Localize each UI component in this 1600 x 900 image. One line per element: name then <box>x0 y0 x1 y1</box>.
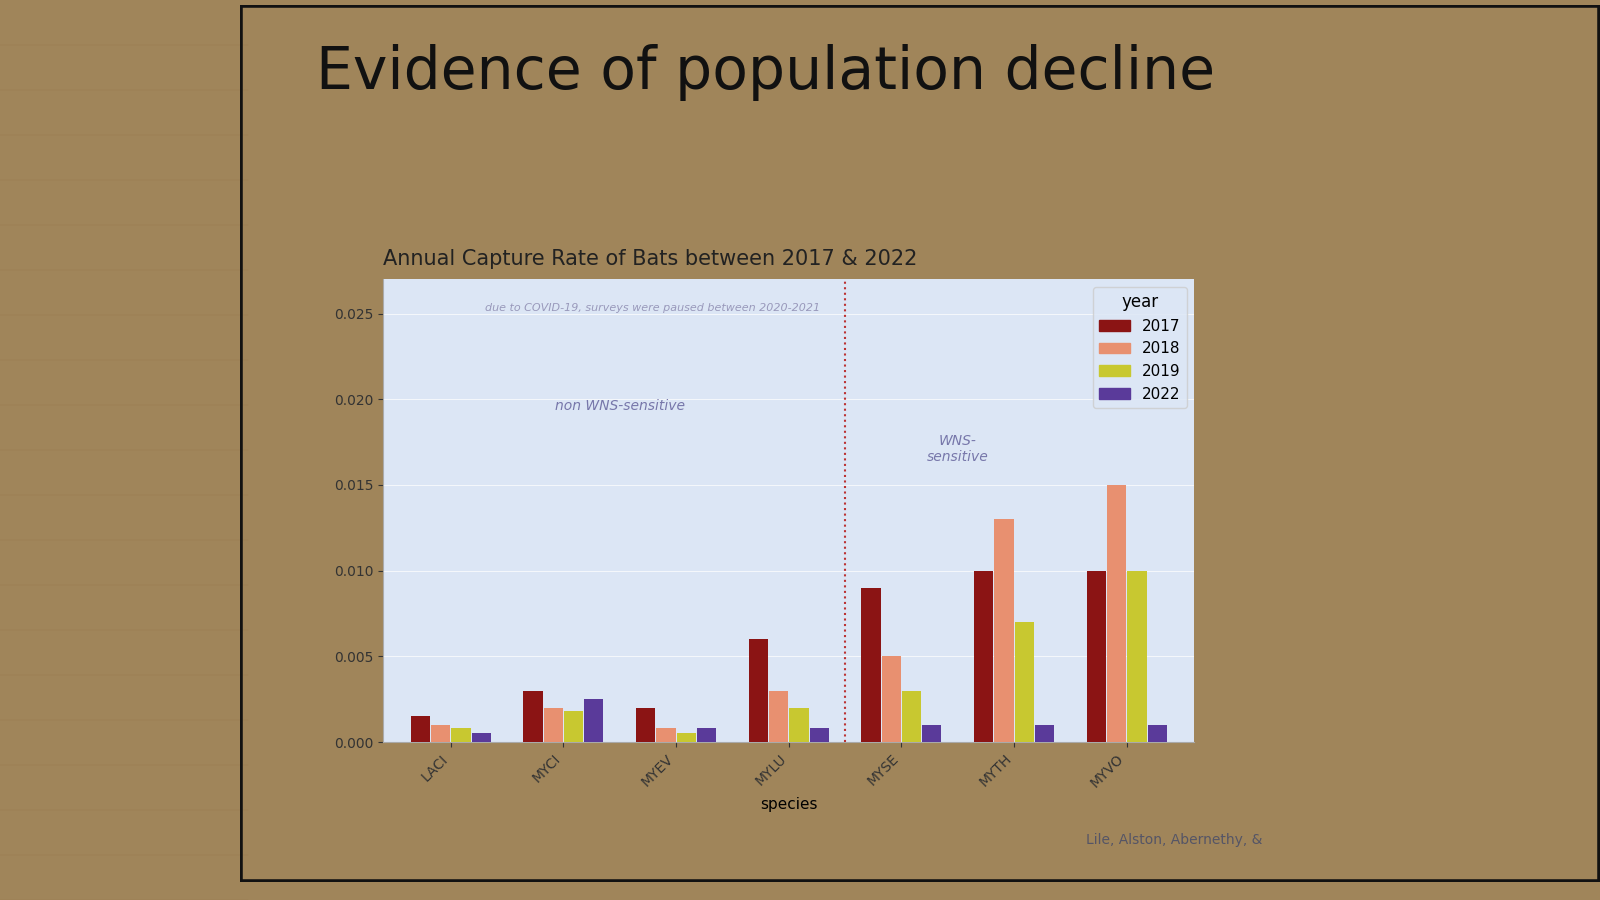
Legend: 2017, 2018, 2019, 2022: 2017, 2018, 2019, 2022 <box>1093 287 1187 408</box>
Text: WNS-
sensitive: WNS- sensitive <box>926 434 989 464</box>
Bar <box>472 734 491 742</box>
Bar <box>1147 724 1166 742</box>
Bar <box>995 519 1013 742</box>
X-axis label: species: species <box>760 797 818 813</box>
Bar <box>1014 622 1034 742</box>
Bar <box>698 728 717 742</box>
Bar <box>749 639 768 742</box>
Text: due to COVID-19, surveys were paused between 2020-2021: due to COVID-19, surveys were paused bet… <box>485 303 819 313</box>
Bar <box>789 707 808 742</box>
Bar <box>1128 571 1147 742</box>
Bar <box>861 588 880 742</box>
Bar <box>974 571 994 742</box>
Bar <box>584 699 603 742</box>
Bar <box>411 716 430 742</box>
Bar <box>922 724 941 742</box>
Text: Evidence of population decline: Evidence of population decline <box>315 44 1214 101</box>
Bar <box>770 690 789 742</box>
Text: non WNS-sensitive: non WNS-sensitive <box>555 400 685 413</box>
Bar <box>637 707 656 742</box>
Bar <box>430 724 450 742</box>
Bar <box>523 690 542 742</box>
Bar <box>544 707 563 742</box>
Bar <box>656 728 675 742</box>
Bar <box>1107 485 1126 742</box>
Bar <box>1086 571 1106 742</box>
Bar <box>451 728 470 742</box>
Bar <box>1035 724 1054 742</box>
Bar <box>677 734 696 742</box>
Bar <box>565 711 582 742</box>
Text: Lile, Alston, Abernethy, &: Lile, Alston, Abernethy, & <box>1086 832 1262 847</box>
Bar <box>902 690 922 742</box>
Bar <box>810 728 829 742</box>
Text: Annual Capture Rate of Bats between 2017 & 2022: Annual Capture Rate of Bats between 2017… <box>384 249 917 269</box>
Bar <box>882 656 901 742</box>
